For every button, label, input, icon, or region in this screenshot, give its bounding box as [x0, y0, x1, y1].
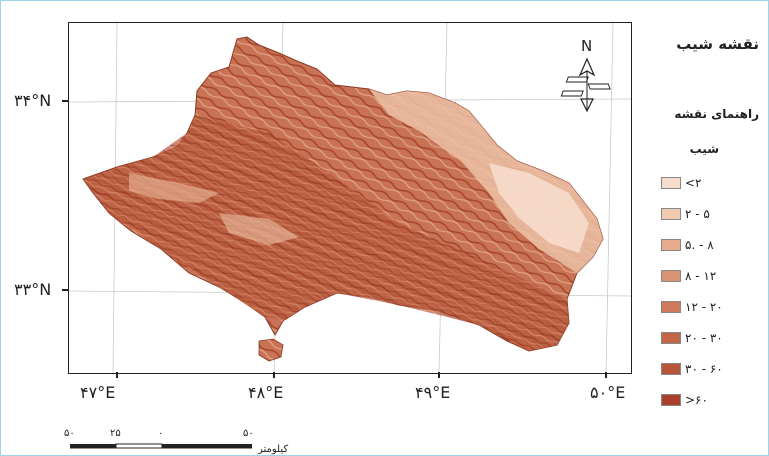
- slope-raster: [82, 36, 604, 362]
- scale-label: ۵۰: [64, 428, 75, 439]
- legend-swatch: [661, 239, 681, 251]
- legend-item: ۲۰ - ۳۰: [661, 331, 723, 345]
- legend-title: راهنمای نقشه: [674, 107, 759, 121]
- legend-swatch: [661, 177, 681, 189]
- legend-swatch: [661, 208, 681, 220]
- legend-label: <۲: [685, 176, 702, 190]
- legend-label: ۱۲ - ۲۰: [685, 300, 723, 314]
- map-canvas: N: [68, 22, 632, 374]
- legend-item: ۱۲ - ۲۰: [661, 300, 723, 314]
- legend-swatch: [661, 332, 681, 344]
- scale-label: ۲۵: [110, 428, 121, 439]
- legend-swatch: [661, 301, 681, 313]
- legend-label: ۸ - ۱۲: [685, 269, 717, 283]
- lon-tick: [438, 372, 440, 378]
- legend-label: ۵. - ۸: [685, 238, 714, 252]
- lon-label-47: ۴۷°E: [80, 383, 116, 402]
- lon-label-50: ۵۰°E: [590, 383, 626, 402]
- legend-label: ۳۰ - ۶۰: [685, 362, 723, 376]
- map-svg: N: [69, 23, 631, 373]
- lat-tick: [62, 100, 68, 102]
- north-label: N: [581, 37, 592, 55]
- legend-label: >۶۰: [685, 393, 708, 407]
- legend-item: ۵. - ۸: [661, 238, 714, 252]
- legend-swatch: [661, 363, 681, 375]
- north-arrow-icon: [560, 57, 611, 113]
- legend-label: ۲۰ - ۳۰: [685, 331, 723, 345]
- legend-item: ۳۰ - ۶۰: [661, 362, 723, 376]
- map-title: نقشه شیب: [676, 35, 759, 53]
- legend-item: >۶۰: [661, 393, 708, 407]
- legend-item: ۲ - ۵: [661, 207, 710, 221]
- legend-swatch: [661, 270, 681, 282]
- lon-label-49: ۴۹°E: [415, 383, 451, 402]
- legend-item: ۸ - ۱۲: [661, 269, 716, 283]
- scale-label: ۰: [158, 428, 164, 439]
- legend-swatch: [661, 394, 681, 406]
- scale-unit: کیلومتر: [258, 444, 289, 455]
- lat-label-33: ۳۳°N: [14, 280, 52, 299]
- scale-bar: [70, 443, 252, 449]
- legend-label: ۲ - ۵: [685, 207, 710, 221]
- lon-label-48: ۴۸°E: [248, 383, 284, 402]
- lat-label-34: ۳۴°N: [14, 91, 52, 110]
- scale-label: ۵۰: [243, 428, 254, 439]
- lon-tick: [273, 372, 275, 378]
- lon-tick: [605, 372, 607, 378]
- legend-item: <۲: [661, 176, 702, 190]
- lon-tick: [116, 372, 118, 378]
- lat-tick: [62, 289, 68, 291]
- legend-subtitle: شیب: [689, 142, 719, 156]
